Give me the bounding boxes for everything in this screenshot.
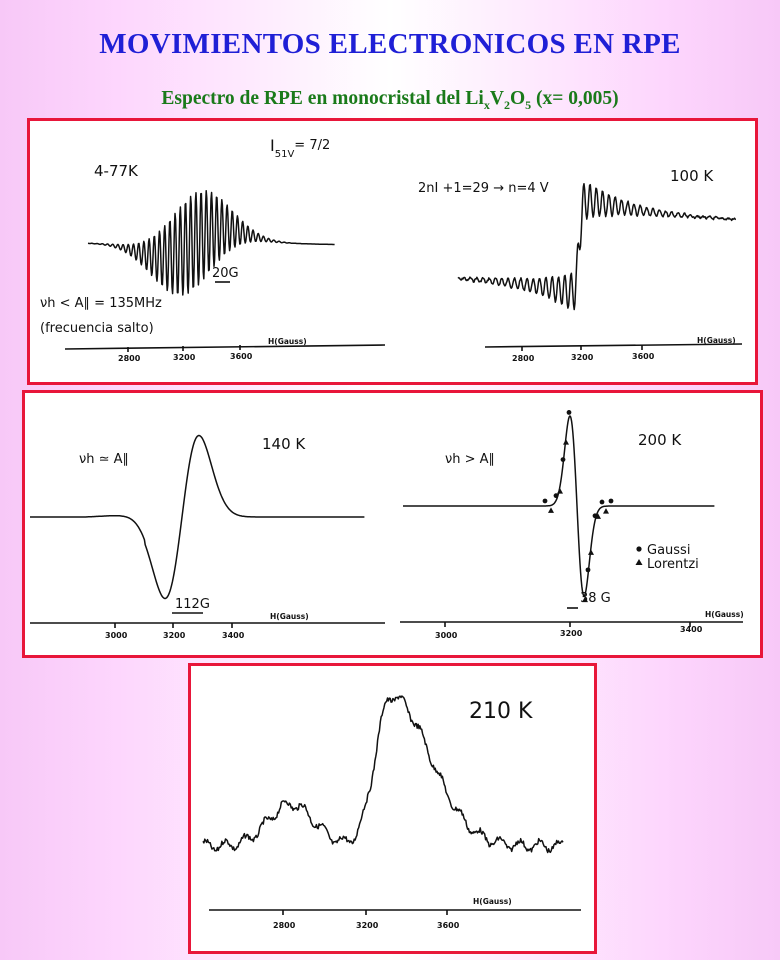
condition-label-4-77k: νh < A∥ = 135MHz	[40, 296, 162, 311]
panel-high-temp-plot: 2800 3200 3600 H(Gauss) 210 K	[202, 695, 581, 930]
tick-label-200k-3200: 3200	[560, 629, 583, 638]
axis-unit-200k: H(Gauss)	[705, 610, 744, 619]
condition-label-140k: νh ≃ A∥	[79, 452, 129, 467]
tick-label-4-77k-3200: 3200	[173, 353, 196, 362]
tick-label-140k-3000: 3000	[105, 631, 128, 640]
gaussi-fit-point	[560, 457, 566, 462]
condition-label-200k: νh > A∥	[445, 452, 495, 467]
scale-label-112g: 112G	[175, 597, 210, 612]
axis-unit-4-77k: H(Gauss)	[268, 337, 307, 346]
panel-low-temp-plot: 2800 3200 3600 H(Gauss) 4-77K I51V= 7/2 …	[40, 136, 743, 363]
panel-mid-temp-plot: 3000 3200 3400 H(Gauss) νh ≃ A∥ 140 K 11…	[30, 410, 744, 640]
tick-label-140k-3400: 3400	[222, 631, 245, 640]
lorentzi-fit-point	[582, 596, 588, 603]
legend-gaussi-marker	[636, 546, 642, 552]
gaussi-fit-point	[599, 499, 605, 505]
axis-unit-100k: H(Gauss)	[697, 336, 736, 345]
tick-label-140k-3200: 3200	[163, 631, 186, 640]
legend-lorentzi-label: Lorentzi	[647, 557, 699, 572]
axis-unit-140k: H(Gauss)	[270, 612, 309, 621]
tick-label-100k-2800: 2800	[512, 354, 535, 363]
lorentzi-fit-point	[595, 513, 601, 519]
lorentzi-fit-point	[588, 549, 594, 555]
gaussi-fit-point	[553, 493, 559, 499]
gaussi-fit-point	[566, 410, 572, 415]
panel-high-temp: 2800 3200 3600 H(Gauss) 210 K	[188, 663, 597, 954]
axis-unit-210k: H(Gauss)	[473, 897, 512, 906]
tick-label-4-77k-2800: 2800	[118, 354, 141, 363]
spectrum-4-77k-trace	[87, 190, 335, 296]
spectrum-140k-trace	[30, 434, 365, 600]
formula-label-100k: 2nI +1=29 → n=4 V	[418, 181, 549, 196]
panel-low-temp: 2800 3200 3600 H(Gauss) 4-77K I51V= 7/2 …	[27, 118, 758, 385]
tick-label-210k-3200: 3200	[356, 921, 379, 930]
page-subtitle: Espectro de RPE en monocristal del LixV2…	[161, 88, 619, 112]
tick-label-4-77k-3600: 3600	[230, 352, 253, 361]
spectrum-100k-trace	[457, 182, 737, 311]
temp-label-210k: 210 K	[469, 699, 533, 724]
condition-note-4-77k: (frecuencia salto)	[40, 321, 154, 336]
axis-100k	[484, 343, 743, 348]
scale-label-20g: 20G	[212, 266, 239, 281]
legend-lorentzi-marker	[635, 559, 643, 565]
lorentzi-fit-point	[563, 439, 569, 445]
temp-label-4-77k: 4-77K	[94, 162, 139, 180]
tick-label-100k-3200: 3200	[571, 353, 594, 362]
lorentzi-fit-point	[603, 508, 609, 514]
tick-label-210k-3600: 3600	[437, 921, 460, 930]
page-title: MOVIMIENTOS ELECTRONICOS EN RPE	[99, 28, 681, 60]
gaussi-fit-point	[585, 567, 591, 573]
gaussi-fit-point	[608, 498, 614, 504]
spectrum-210k-trace	[202, 695, 564, 854]
lorentzi-fit-point	[557, 488, 563, 494]
spin-label: I51V= 7/2	[270, 136, 330, 160]
legend-gaussi-label: Gaussi	[647, 543, 690, 558]
tick-label-200k-3000: 3000	[435, 631, 458, 640]
tick-label-200k-3400: 3400	[680, 625, 703, 634]
temp-label-200k: 200 K	[638, 431, 682, 449]
gaussi-fit-point	[542, 498, 548, 504]
panel-mid-temp: 3000 3200 3400 H(Gauss) νh ≃ A∥ 140 K 11…	[22, 390, 763, 658]
axis-4-77k	[64, 344, 386, 350]
temp-label-100k: 100 K	[670, 167, 714, 185]
lorentzi-fit-point	[548, 507, 554, 513]
tick-label-100k-3600: 3600	[632, 352, 655, 361]
temp-label-140k: 140 K	[262, 435, 306, 453]
tick-label-210k-2800: 2800	[273, 921, 296, 930]
fit-points-200k	[542, 410, 614, 603]
scale-label-38g: 38 G	[580, 591, 611, 606]
